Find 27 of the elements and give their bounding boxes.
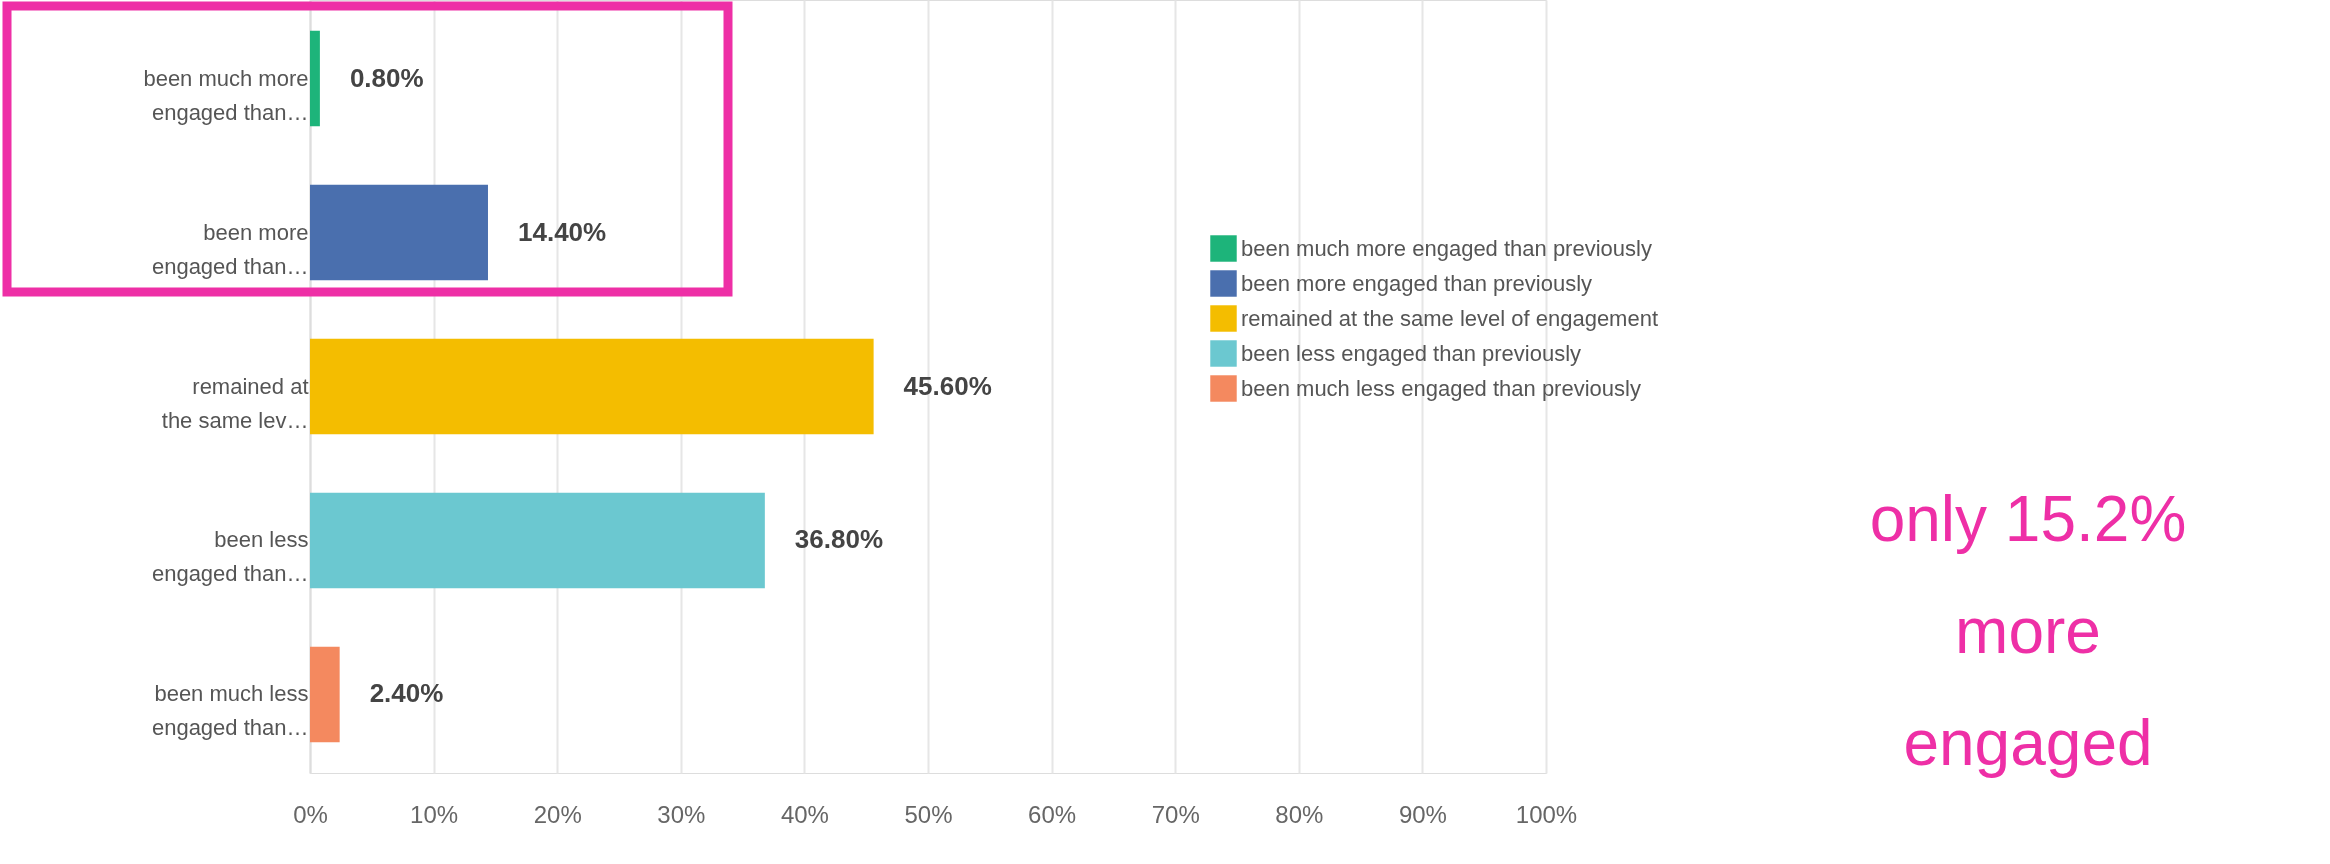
x-tick-label: 50% bbox=[904, 800, 953, 828]
legend-label: been less engaged than previously bbox=[1241, 340, 1582, 366]
legend-label: remained at the same level of engagement bbox=[1241, 305, 1659, 331]
y-tick-label: been much more engaged than… bbox=[143, 65, 309, 125]
y-tick-label: been much less engaged than… bbox=[151, 681, 309, 741]
data-label: 0.80% bbox=[349, 62, 424, 93]
x-tick-label: 100% bbox=[1515, 800, 1578, 828]
y-tick-label: remained at the same lev… bbox=[161, 373, 309, 433]
text: only 15.2% more engaged bbox=[1869, 483, 2187, 779]
x-tick-label: 60% bbox=[1028, 800, 1077, 828]
x-tick-label: 0% bbox=[293, 800, 328, 828]
y-tick-label: been more engaged than… bbox=[151, 219, 309, 279]
x-tick-label: 70% bbox=[1151, 800, 1200, 828]
x-tick-label: 80% bbox=[1275, 800, 1324, 828]
x-tick-label: 40% bbox=[780, 800, 829, 828]
x-tick-label: 20% bbox=[533, 800, 582, 828]
data-label: 14.40% bbox=[517, 216, 607, 247]
legend-label: been much less engaged than previously bbox=[1241, 375, 1641, 401]
data-label: 36.80% bbox=[794, 524, 884, 555]
data-label: 45.60% bbox=[903, 370, 992, 401]
legend-label: been much more engaged than previously bbox=[1241, 235, 1652, 261]
x-tick-label: 90% bbox=[1398, 800, 1447, 828]
x-tick-label: 30% bbox=[657, 800, 706, 828]
x-tick-label: 10% bbox=[410, 800, 459, 828]
legend-label: been more engaged than previously bbox=[1241, 270, 1593, 296]
data-label: 2.40% bbox=[369, 678, 444, 709]
y-tick-label: been less engaged than… bbox=[151, 527, 309, 587]
